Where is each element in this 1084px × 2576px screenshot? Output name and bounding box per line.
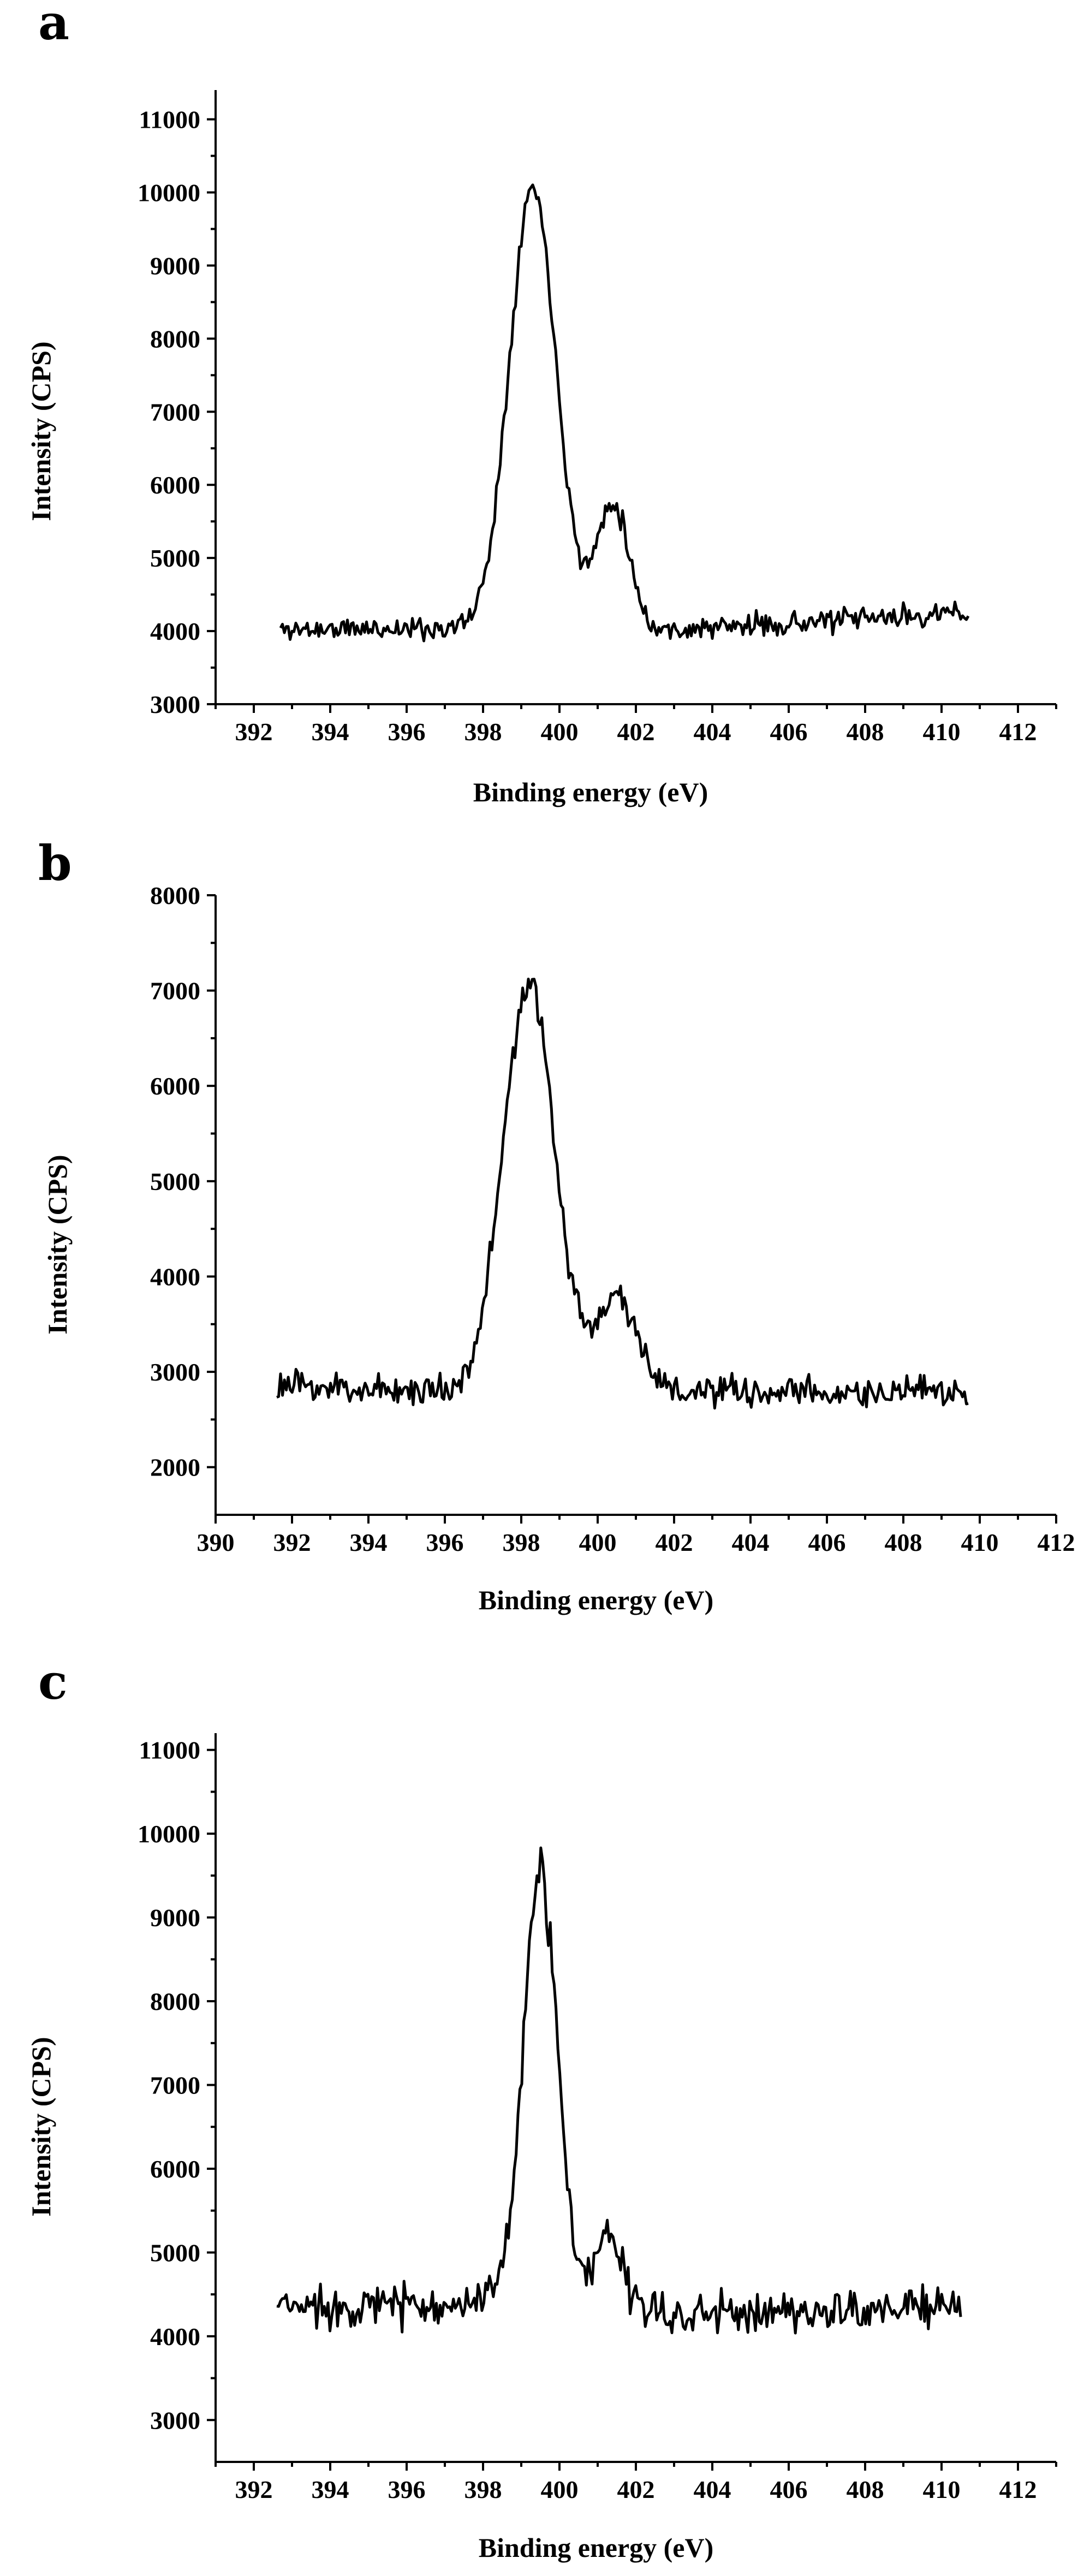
panel-b-x-tick-label: 404 (732, 1528, 770, 1556)
panel-c-x-tick-label: 410 (923, 2476, 961, 2503)
panel-b-y-tick-label: 8000 (150, 882, 200, 909)
panel-a-label: a (38, 0, 69, 51)
panel-a-x-tick-label: 396 (388, 718, 426, 746)
panel-b-x-tick-label: 412 (1038, 1528, 1075, 1556)
panel-b-y-tick-label: 2000 (150, 1454, 200, 1482)
panel-b-y-tick-label: 6000 (150, 1072, 200, 1100)
panel-a-y-tick-label: 11000 (139, 106, 200, 134)
panel-c-y-tick-label: 6000 (150, 2155, 200, 2183)
panel-b-x-axis-title: Binding energy (eV) (479, 1585, 714, 1615)
panel-b-x-tick-label: 410 (961, 1528, 999, 1556)
panel-c-x-tick-label: 404 (694, 2476, 731, 2503)
panel-a-x-tick-label: 404 (694, 718, 731, 746)
panel-c-y-tick-label: 10000 (138, 1820, 200, 1848)
panel-a-x-tick-label: 408 (847, 718, 884, 746)
panel-b-x-tick-label: 400 (579, 1528, 617, 1556)
panel-a-y-tick-label: 10000 (138, 179, 200, 207)
panel-b: b Binding energy (eV) Intensity (CPS) 39… (38, 835, 1075, 1615)
panel-c-x-tick-label: 398 (464, 2476, 502, 2503)
panel-b-x-tick-label: 390 (197, 1528, 235, 1556)
panel-b-y-tick-label: 5000 (150, 1168, 200, 1195)
panel-b-spectrum-line (276, 978, 969, 1410)
panel-a-x-tick-label: 406 (770, 718, 808, 746)
panel-b-x-tick-label: 406 (808, 1528, 846, 1556)
panel-a-y-tick-label: 4000 (150, 617, 200, 645)
panel-a-x-tick-label: 400 (541, 718, 579, 746)
panel-c-x-tick-label: 408 (847, 2476, 884, 2503)
panel-a-x-tick-label: 392 (235, 718, 273, 746)
panel-c-y-tick-label: 7000 (150, 2071, 200, 2099)
panel-a-x-axis-title: Binding energy (eV) (473, 777, 708, 807)
panel-a-x-tick-label: 412 (999, 718, 1037, 746)
panel-c: c Binding energy (eV) Intensity (CPS) 39… (26, 1653, 1057, 2563)
panel-c-y-tick-label: 5000 (150, 2239, 200, 2266)
panel-a-x-tick-label: 402 (617, 718, 655, 746)
panel-a-x-tick-label: 394 (312, 718, 349, 746)
panel-c-x-tick-label: 394 (312, 2476, 349, 2503)
panel-c-x-axis-title: Binding energy (eV) (479, 2532, 714, 2563)
panel-c-x-tick-label: 402 (617, 2476, 655, 2503)
panel-a-x-tick-label: 410 (923, 718, 961, 746)
panel-c-x-tick-label: 412 (999, 2476, 1037, 2503)
panel-b-x-tick-label: 392 (273, 1528, 311, 1556)
panel-a-y-tick-label: 6000 (150, 471, 200, 499)
panel-c-y-tick-label: 4000 (150, 2323, 200, 2351)
panel-c-label: c (38, 1653, 68, 1710)
panel-b-label: b (38, 835, 72, 891)
panel-b-y-tick-label: 4000 (150, 1263, 200, 1290)
panel-c-y-tick-label: 9000 (150, 1904, 200, 1932)
panel-b-x-tick-label: 394 (350, 1528, 388, 1556)
panel-b-y-tick-label: 7000 (150, 977, 200, 1005)
panel-b-x-tick-label: 408 (885, 1528, 922, 1556)
panel-c-y-tick-label: 8000 (150, 1988, 200, 2015)
panel-c-spectrum-line (276, 1846, 962, 2335)
panel-b-x-tick-label: 396 (426, 1528, 464, 1556)
panel-a-y-axis-title: Intensity (CPS) (26, 341, 56, 521)
panel-c-y-tick-label: 11000 (139, 1736, 200, 1764)
panel-a-y-tick-label: 5000 (150, 544, 200, 572)
panel-c-x-tick-label: 396 (388, 2476, 426, 2503)
panel-a: a Binding energy (eV) Intensity (CPS) 39… (26, 0, 1057, 807)
panel-a-spectrum-line (279, 183, 970, 642)
panel-c-y-tick-label: 3000 (150, 2406, 200, 2434)
panel-a-y-tick-label: 7000 (150, 398, 200, 426)
panel-c-y-axis-title: Intensity (CPS) (26, 2037, 56, 2216)
panel-c-x-tick-label: 400 (541, 2476, 579, 2503)
panel-b-y-tick-label: 3000 (150, 1358, 200, 1386)
panel-a-y-tick-label: 8000 (150, 325, 200, 353)
panel-c-x-tick-label: 392 (235, 2476, 273, 2503)
panel-b-x-tick-label: 398 (503, 1528, 540, 1556)
panel-a-y-tick-label: 3000 (150, 691, 200, 718)
panel-c-x-tick-label: 406 (770, 2476, 808, 2503)
panel-b-x-tick-label: 402 (656, 1528, 693, 1556)
panel-a-x-tick-label: 398 (464, 718, 502, 746)
panel-b-y-axis-title: Intensity (CPS) (42, 1155, 73, 1334)
panel-a-y-tick-label: 9000 (150, 252, 200, 279)
